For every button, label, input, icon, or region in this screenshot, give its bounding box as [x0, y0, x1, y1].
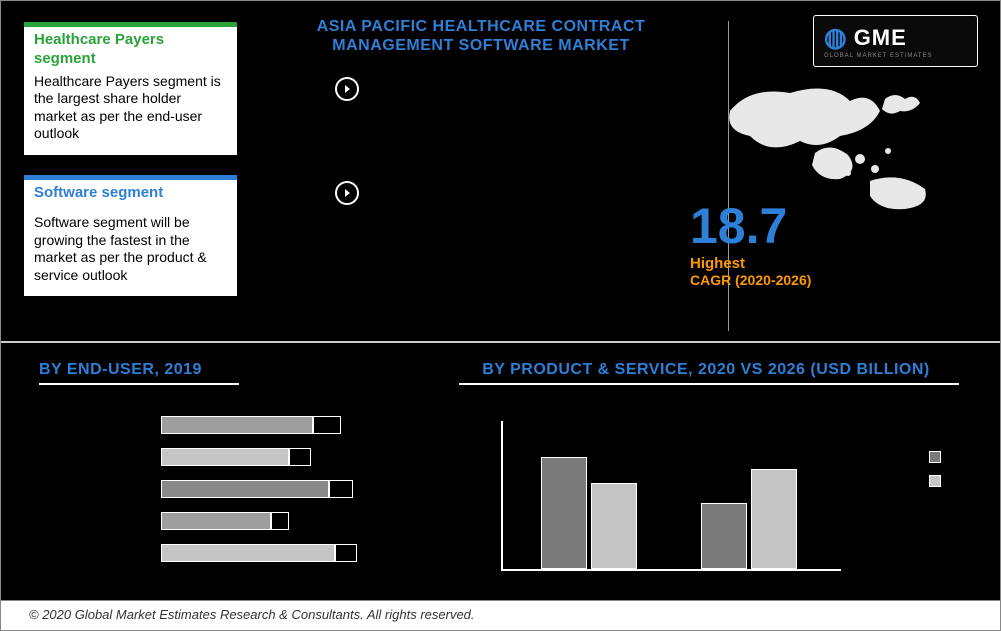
globe-icon: ◍: [824, 22, 848, 53]
chart-legend: [929, 451, 941, 499]
vbar: [541, 457, 587, 569]
copyright-footer: © 2020 Global Market Estimates Research …: [1, 600, 1000, 630]
vbar: [751, 469, 797, 569]
card-accent-bar: [24, 22, 237, 27]
card-software-segment: Software segment Software segment will b…: [23, 174, 238, 298]
hbar-row: [161, 448, 421, 466]
vbar: [701, 503, 747, 569]
card-accent-bar: [24, 175, 237, 180]
hbar-segment: [161, 544, 335, 562]
hbar-segment: [161, 512, 271, 530]
legend-item: [929, 475, 941, 487]
top-section: ASIA PACIFIC HEALTHCARE CONTRACT MANAGEM…: [1, 1, 1000, 341]
vbar: [591, 483, 637, 569]
hbar-segment: [271, 512, 289, 530]
hbar-segment: [161, 480, 329, 498]
arrow-right-icon: [335, 77, 359, 101]
legend-item: [929, 451, 941, 463]
bar-plot-area: [501, 421, 841, 571]
cagr-value: 18.7: [690, 201, 870, 251]
legend-swatch: [929, 475, 941, 487]
end-user-chart: BY END-USER, 2019: [11, 361, 431, 591]
hbar-row: [161, 544, 421, 562]
legend-swatch: [929, 451, 941, 463]
logo-text: ◍ GME: [824, 22, 967, 53]
apac-map-icon: [720, 81, 940, 211]
hbar-segment: [161, 448, 289, 466]
infographic-page: ASIA PACIFIC HEALTHCARE CONTRACT MANAGEM…: [0, 0, 1001, 631]
title-underline: [459, 383, 959, 385]
title-underline: [39, 383, 239, 385]
card-body: Software segment will be growing the fas…: [34, 214, 227, 284]
chart-title: BY END-USER, 2019: [39, 361, 431, 379]
cagr-label-highest: Highest: [690, 255, 870, 272]
cagr-block: 18.7 Highest CAGR (2020-2026): [690, 201, 870, 288]
x-axis: [501, 569, 841, 571]
hbar-row: [161, 416, 421, 434]
cagr-label-range: CAGR (2020-2026): [690, 272, 870, 288]
logo-sub: GLOBAL MARKET ESTIMATES: [824, 53, 967, 59]
hbar-segment: [335, 544, 357, 562]
logo-main: GME: [854, 25, 907, 51]
card-title: Software segment: [34, 184, 227, 203]
chart-title: BY PRODUCT & SERVICE, 2020 VS 2026 (USD …: [441, 361, 971, 379]
left-column: Healthcare Payers segment Healthcare Pay…: [23, 21, 238, 297]
card-healthcare-payers: Healthcare Payers segment Healthcare Pay…: [23, 21, 238, 156]
hbar-segment: [161, 416, 313, 434]
hbar-segment: [329, 480, 353, 498]
bottom-section: BY END-USER, 2019 BY PRODUCT & SERVICE, …: [1, 341, 1000, 598]
hbar-row: [161, 512, 421, 530]
hbar-row: [161, 480, 421, 498]
product-service-chart: BY PRODUCT & SERVICE, 2020 VS 2026 (USD …: [441, 361, 971, 591]
y-axis: [501, 421, 503, 571]
card-title: Healthcare Payers segment: [34, 31, 227, 69]
hbar-segment: [313, 416, 341, 434]
arrow-right-icon: [335, 181, 359, 205]
hbar-plot-area: [161, 416, 421, 576]
main-title: ASIA PACIFIC HEALTHCARE CONTRACT MANAGEM…: [281, 17, 681, 55]
gme-logo: ◍ GME GLOBAL MARKET ESTIMATES: [813, 15, 978, 67]
hbar-segment: [289, 448, 311, 466]
card-body: Healthcare Payers segment is the largest…: [34, 73, 227, 143]
